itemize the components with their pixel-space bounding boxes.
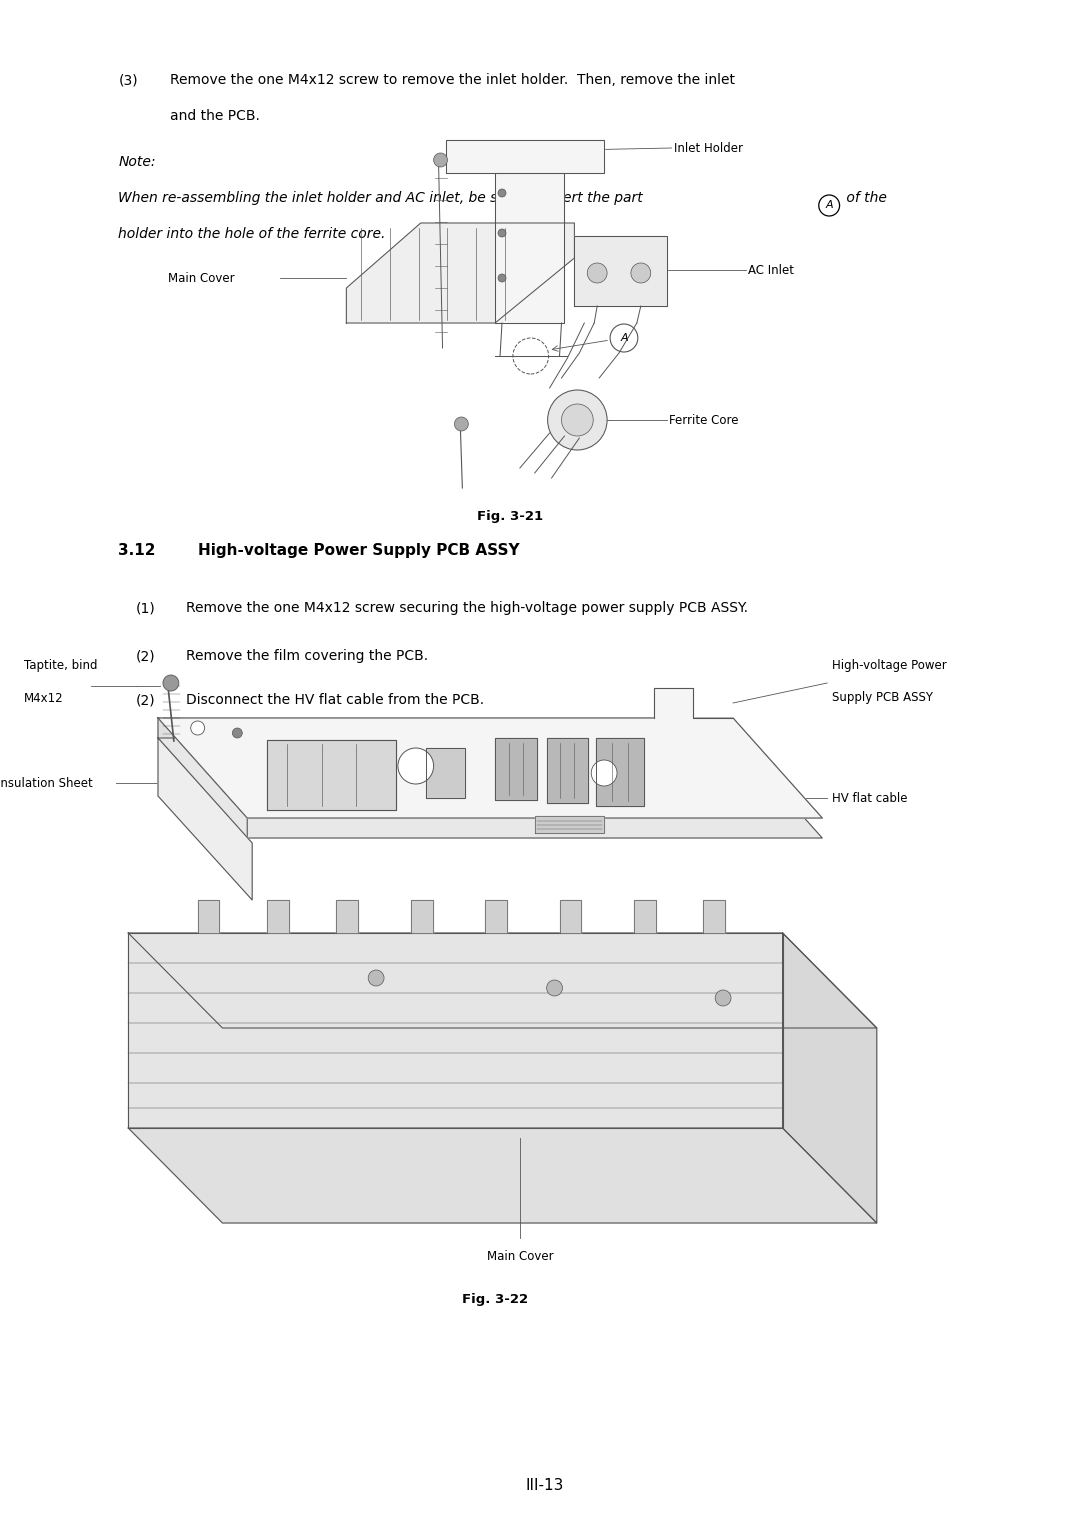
Polygon shape bbox=[426, 749, 465, 798]
Polygon shape bbox=[575, 235, 666, 306]
Polygon shape bbox=[267, 740, 396, 810]
Text: Fig. 3-22: Fig. 3-22 bbox=[462, 1293, 528, 1306]
Circle shape bbox=[433, 153, 447, 167]
Polygon shape bbox=[653, 688, 733, 718]
Polygon shape bbox=[495, 173, 565, 322]
Text: Fig. 3-21: Fig. 3-21 bbox=[477, 510, 543, 523]
Polygon shape bbox=[158, 738, 822, 837]
Text: Main Cover: Main Cover bbox=[167, 272, 234, 284]
Polygon shape bbox=[158, 718, 822, 817]
Text: M4x12: M4x12 bbox=[24, 692, 64, 704]
Polygon shape bbox=[783, 934, 877, 1222]
Polygon shape bbox=[559, 900, 581, 934]
Polygon shape bbox=[347, 223, 575, 322]
Text: 3.12: 3.12 bbox=[119, 542, 156, 558]
Text: (2): (2) bbox=[136, 649, 156, 663]
Circle shape bbox=[562, 403, 593, 435]
Text: A: A bbox=[620, 333, 627, 342]
Text: Inlet Holder: Inlet Holder bbox=[674, 142, 743, 154]
Polygon shape bbox=[596, 738, 644, 805]
Circle shape bbox=[455, 417, 469, 431]
Text: Supply PCB ASSY: Supply PCB ASSY bbox=[833, 692, 933, 704]
Text: A: A bbox=[825, 200, 833, 211]
Circle shape bbox=[548, 390, 607, 451]
Text: (2): (2) bbox=[136, 694, 156, 707]
Text: III-13: III-13 bbox=[526, 1479, 564, 1493]
Polygon shape bbox=[198, 900, 219, 934]
Text: When re-assembling the inlet holder and AC inlet, be sure to insert the part: When re-assembling the inlet holder and … bbox=[119, 191, 643, 205]
Polygon shape bbox=[129, 1128, 877, 1222]
Polygon shape bbox=[129, 934, 877, 1028]
Text: AC Inlet: AC Inlet bbox=[747, 263, 794, 277]
Polygon shape bbox=[129, 934, 783, 1128]
Circle shape bbox=[163, 675, 179, 691]
Text: Disconnect the HV flat cable from the PCB.: Disconnect the HV flat cable from the PC… bbox=[186, 694, 484, 707]
Text: of the: of the bbox=[842, 191, 887, 205]
Text: holder into the hole of the ferrite core.: holder into the hole of the ferrite core… bbox=[119, 228, 386, 241]
Polygon shape bbox=[158, 718, 247, 837]
Text: Insulation Sheet: Insulation Sheet bbox=[0, 776, 93, 790]
Text: (1): (1) bbox=[136, 601, 156, 614]
Circle shape bbox=[715, 990, 731, 1005]
Circle shape bbox=[588, 263, 607, 283]
Circle shape bbox=[191, 721, 204, 735]
Polygon shape bbox=[410, 900, 433, 934]
Text: High-voltage Power Supply PCB ASSY: High-voltage Power Supply PCB ASSY bbox=[198, 542, 519, 558]
Text: High-voltage Power: High-voltage Power bbox=[833, 660, 947, 672]
Text: Ferrite Core: Ferrite Core bbox=[669, 414, 738, 426]
Polygon shape bbox=[158, 718, 822, 817]
Polygon shape bbox=[703, 900, 725, 934]
Polygon shape bbox=[337, 900, 359, 934]
Circle shape bbox=[498, 189, 507, 197]
Polygon shape bbox=[446, 141, 604, 173]
Text: Taptite, bind: Taptite, bind bbox=[24, 660, 97, 672]
Polygon shape bbox=[535, 816, 604, 833]
Circle shape bbox=[498, 274, 507, 283]
Polygon shape bbox=[634, 900, 656, 934]
Circle shape bbox=[368, 970, 384, 986]
Text: HV flat cable: HV flat cable bbox=[833, 792, 907, 805]
Text: Remove the one M4x12 screw to remove the inlet holder.  Then, remove the inlet: Remove the one M4x12 screw to remove the… bbox=[170, 73, 734, 87]
Polygon shape bbox=[546, 738, 589, 804]
Circle shape bbox=[631, 263, 651, 283]
Circle shape bbox=[546, 979, 563, 996]
Polygon shape bbox=[485, 900, 507, 934]
Text: and the PCB.: and the PCB. bbox=[170, 108, 260, 122]
Polygon shape bbox=[158, 738, 253, 900]
Text: Main Cover: Main Cover bbox=[487, 1250, 553, 1262]
Circle shape bbox=[397, 749, 433, 784]
Circle shape bbox=[591, 759, 617, 785]
Text: (3): (3) bbox=[119, 73, 138, 87]
Polygon shape bbox=[495, 738, 537, 801]
Text: Remove the film covering the PCB.: Remove the film covering the PCB. bbox=[186, 649, 428, 663]
Polygon shape bbox=[267, 900, 288, 934]
Circle shape bbox=[232, 727, 242, 738]
Circle shape bbox=[498, 229, 507, 237]
Text: Remove the one M4x12 screw securing the high-voltage power supply PCB ASSY.: Remove the one M4x12 screw securing the … bbox=[186, 601, 747, 614]
Text: Note:: Note: bbox=[119, 154, 156, 170]
